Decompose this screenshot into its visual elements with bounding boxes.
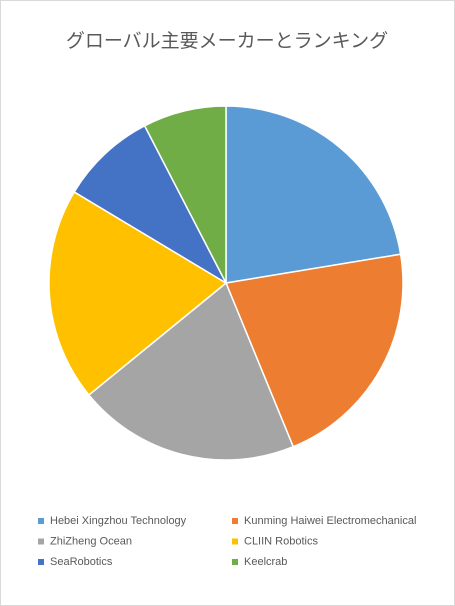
legend-swatch [38, 518, 44, 524]
legend-label: ZhiZheng Ocean [50, 535, 132, 547]
legend-swatch [232, 559, 238, 565]
legend-swatch [38, 538, 44, 545]
pie-slice [87, 281, 295, 461]
legend-label: Hebei Xingzhou Technology [50, 515, 187, 527]
legend-label: Keelcrab [244, 556, 287, 568]
pie-slice [73, 124, 228, 286]
legend-label: Kunming Haiwei Electromechanical [244, 515, 416, 527]
legend-label: SeaRobotics [50, 556, 113, 568]
legend-swatch [232, 518, 238, 524]
legend-label: CLIIN Robotics [244, 535, 318, 547]
pie-slice [48, 190, 228, 397]
pie-slice [225, 105, 402, 284]
legend-swatch [232, 538, 238, 545]
chart-title: グローバル主要メーカーとランキング [66, 30, 388, 52]
pie-slice [143, 105, 227, 284]
pie-slice [224, 253, 404, 448]
legend-swatch [38, 559, 44, 565]
